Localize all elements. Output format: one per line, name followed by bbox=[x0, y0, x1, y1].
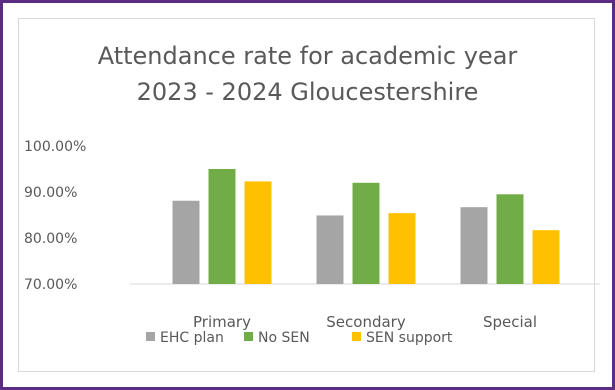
y-tick-label: 100.00% bbox=[24, 139, 86, 155]
legend-label: EHC plan bbox=[160, 330, 224, 346]
bar-special-no-sen bbox=[496, 194, 524, 284]
chart-title-line-1: Attendance rate for academic year bbox=[97, 42, 518, 70]
legend-label: No SEN bbox=[258, 330, 310, 346]
y-tick-label: 70.00% bbox=[24, 277, 77, 293]
bar-secondary-no-sen bbox=[352, 182, 380, 284]
legend-swatch bbox=[352, 332, 361, 341]
bar-secondary-ehc-plan bbox=[316, 215, 344, 284]
x-category-label: Secondary bbox=[326, 313, 406, 331]
x-category-label: Primary bbox=[193, 313, 251, 331]
bar-primary-no-sen bbox=[208, 169, 236, 284]
bar-primary-ehc-plan bbox=[172, 200, 200, 284]
bar-special-sen-support bbox=[532, 230, 560, 284]
legend-label: SEN support bbox=[366, 330, 453, 346]
bar-secondary-sen-support bbox=[388, 213, 416, 284]
legend-swatch bbox=[146, 332, 155, 341]
chart-title-line-2: 2023 - 2024 Gloucestershire bbox=[136, 78, 479, 106]
y-tick-label: 90.00% bbox=[24, 185, 77, 201]
x-category-label: Special bbox=[483, 313, 537, 331]
bar-primary-sen-support bbox=[244, 181, 272, 284]
y-tick-label: 80.00% bbox=[24, 231, 77, 247]
bar-special-ehc-plan bbox=[460, 207, 488, 284]
legend-swatch bbox=[244, 332, 253, 341]
